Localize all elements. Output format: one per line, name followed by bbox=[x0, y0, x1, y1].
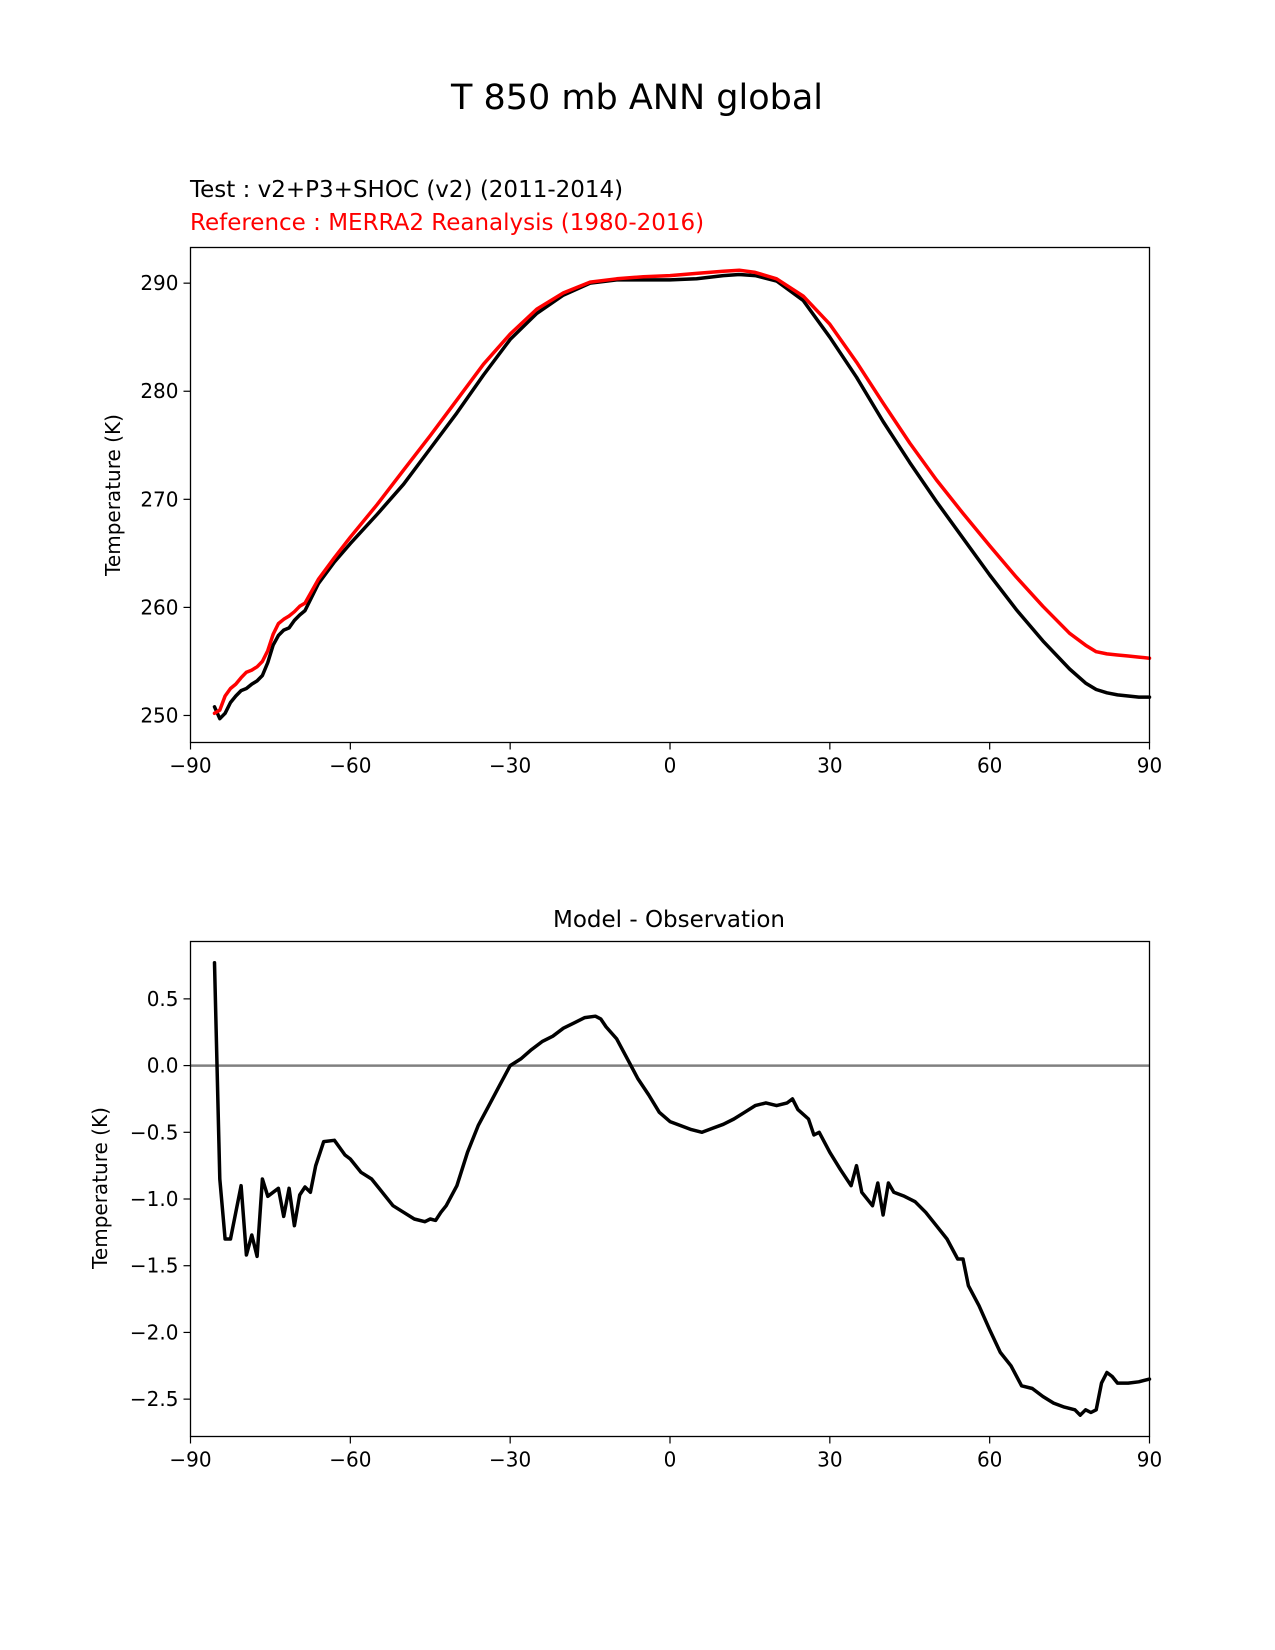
bottom-xtick-label: −60 bbox=[329, 1448, 371, 1472]
top-ytick-label: 270 bbox=[140, 487, 178, 511]
bottom-ytick-label: −1.0 bbox=[130, 1187, 179, 1211]
bottom-ytick-label: −2.5 bbox=[130, 1387, 179, 1411]
top-ytick-label: 250 bbox=[140, 703, 178, 727]
bottom-xtick-label: 90 bbox=[1137, 1448, 1162, 1472]
bottom-xtick-label: 30 bbox=[817, 1448, 842, 1472]
top-ytick-label: 280 bbox=[140, 379, 178, 403]
top-series-reference bbox=[212, 268, 1152, 716]
top-ytick-label: 260 bbox=[140, 595, 178, 619]
top-xtick-label: 60 bbox=[977, 754, 1002, 778]
bottom-ytick-label: 0.0 bbox=[147, 1054, 179, 1078]
bottom-series-model-observation bbox=[212, 961, 1152, 1417]
figure-title: T 850 mb ANN global bbox=[450, 78, 823, 118]
bottom-ytick-label: 0.5 bbox=[147, 987, 179, 1011]
top-ylabel: Temperature (K) bbox=[101, 414, 125, 577]
top-xtick-label: 0 bbox=[664, 754, 677, 778]
bottom-xtick-label: −90 bbox=[169, 1448, 211, 1472]
bottom-xtick-label: 60 bbox=[977, 1448, 1002, 1472]
bottom-panel: Model - Observation Temperature (K) −90 −… bbox=[88, 907, 1162, 1472]
bottom-plot-frame bbox=[189, 940, 1151, 1438]
top-ytick-label: 290 bbox=[140, 271, 178, 295]
reference-label: Reference : MERRA2 Reanalysis (1980-2016… bbox=[190, 210, 704, 236]
bottom-ytick-label: −0.5 bbox=[130, 1120, 179, 1144]
test-label: Test : v2+P3+SHOC (v2) (2011-2014) bbox=[189, 177, 623, 203]
top-xtick-label: −30 bbox=[489, 754, 531, 778]
bottom-ylabel: Temperature (K) bbox=[88, 1107, 112, 1270]
bottom-ytick-label: −2.0 bbox=[130, 1320, 179, 1344]
bottom-xtick-label: 0 bbox=[664, 1448, 677, 1472]
bottom-title: Model - Observation bbox=[553, 907, 785, 933]
top-xtick-label: −90 bbox=[169, 754, 211, 778]
top-series-test bbox=[212, 272, 1152, 721]
top-xtick-label: −60 bbox=[329, 754, 371, 778]
bottom-xtick-label: −30 bbox=[489, 1448, 531, 1472]
top-xtick-label: 30 bbox=[817, 754, 842, 778]
top-panel: Test : v2+P3+SHOC (v2) (2011-2014) Refer… bbox=[101, 177, 1162, 778]
top-xtick-label: 90 bbox=[1137, 754, 1162, 778]
top-plot-frame bbox=[189, 246, 1151, 744]
bottom-ytick-label: −1.5 bbox=[130, 1254, 179, 1278]
